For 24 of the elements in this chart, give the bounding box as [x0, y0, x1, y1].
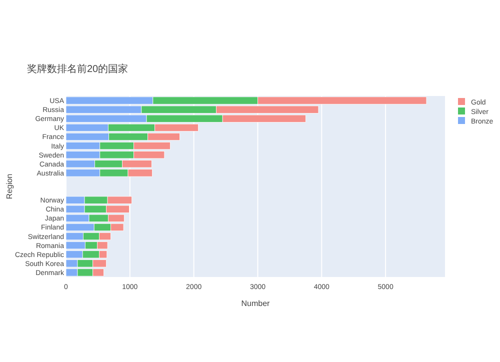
bar: [97, 242, 108, 250]
bar: [148, 132, 180, 141]
bar: [108, 214, 124, 222]
bar: [84, 205, 106, 213]
chart-title: 奖牌数排名前20的国家: [27, 63, 128, 75]
bar: [77, 268, 94, 276]
bar: [82, 250, 100, 258]
bar: [99, 232, 111, 240]
bar: [134, 151, 165, 159]
bar: [99, 250, 108, 258]
bar: [94, 223, 111, 232]
bar: [134, 142, 170, 150]
y-axis-title: Region: [5, 174, 14, 200]
bar: [92, 268, 104, 276]
x-axis-title: Number: [241, 299, 270, 308]
bar: [92, 260, 106, 268]
bar: [100, 169, 128, 177]
bar: [84, 242, 98, 250]
bar: [88, 214, 108, 222]
bar: [83, 232, 100, 240]
bar: [84, 196, 108, 204]
bar: [110, 223, 124, 232]
bar: [77, 260, 94, 268]
bar: [94, 160, 122, 168]
